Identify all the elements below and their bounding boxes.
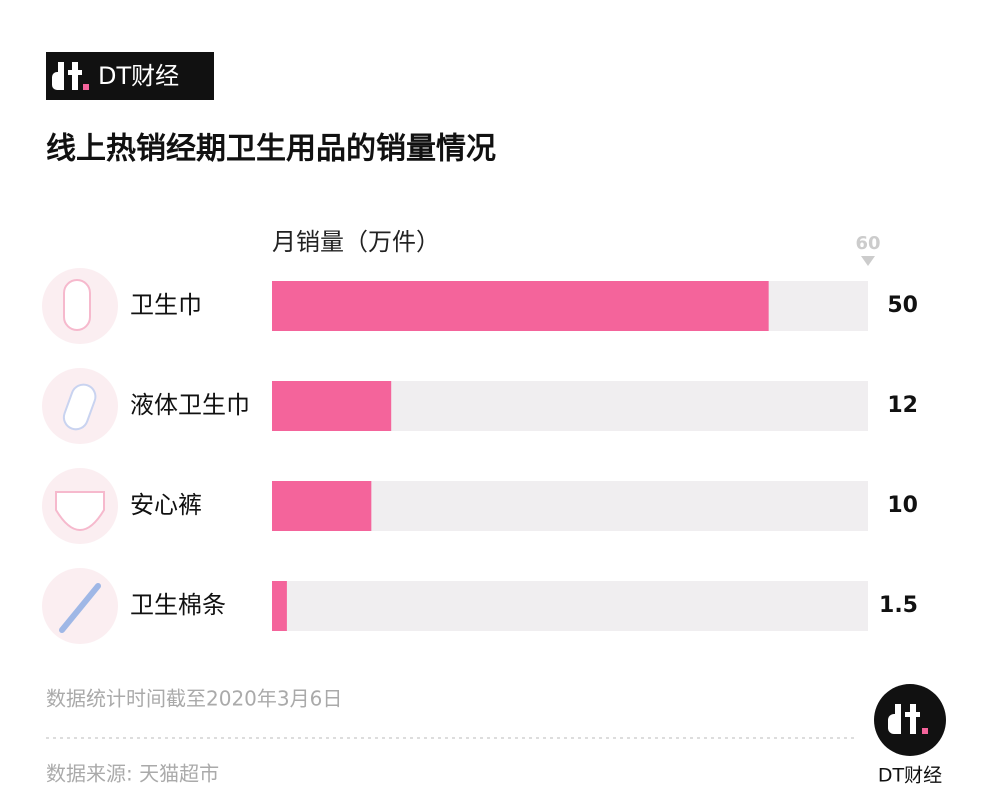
logo-text: DT财经 (98, 62, 179, 90)
date-note: 数据统计时间截至2020年3月6日 (46, 687, 342, 711)
bar-track (272, 581, 868, 631)
bar (272, 281, 769, 331)
x-tick-label: 60 (855, 233, 880, 254)
footer-logo-mark (888, 704, 928, 734)
category-label: 卫生棉条 (130, 591, 226, 619)
value-label: 50 (887, 293, 918, 318)
value-label: 12 (887, 393, 918, 418)
bar (272, 481, 372, 531)
axis-label: 月销量（万件） (272, 228, 440, 256)
chart-title: 线上热销经期卫生用品的销量情况 (46, 132, 496, 167)
bar (272, 581, 287, 631)
bar (272, 381, 392, 431)
category-label: 安心裤 (130, 491, 202, 519)
tick-marker (861, 256, 875, 266)
source-note: 数据来源: 天猫超市 (46, 762, 219, 786)
icons (42, 268, 118, 644)
footer-logo-text: DT财经 (878, 765, 942, 787)
category-label: 卫生巾 (130, 291, 202, 319)
category-label: 液体卫生巾 (130, 391, 250, 419)
value-label: 10 (887, 493, 918, 518)
value-label: 1.5 (879, 593, 918, 618)
logo-mark (52, 62, 89, 90)
